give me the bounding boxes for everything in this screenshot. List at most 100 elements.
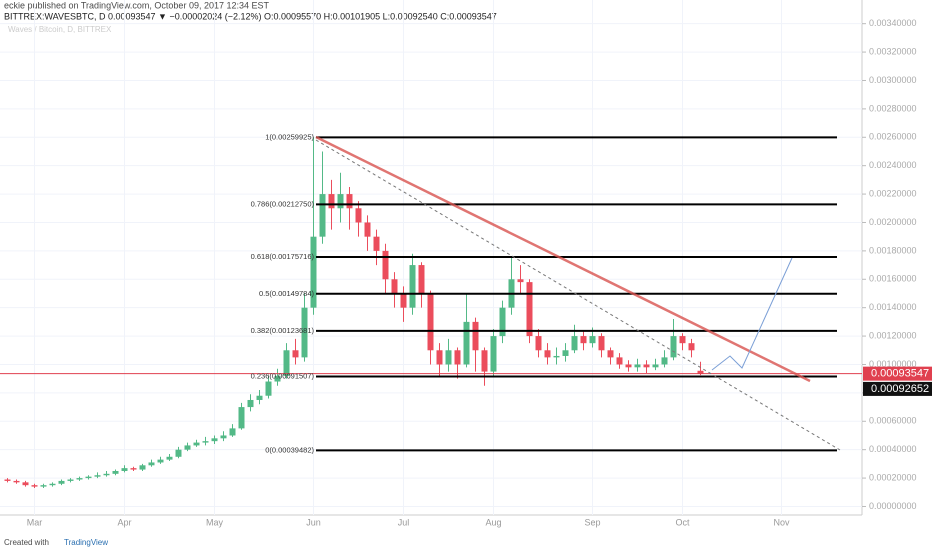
y-tick-label: 0.00260000 bbox=[869, 132, 917, 142]
candle-body bbox=[382, 250, 389, 280]
candle-body bbox=[211, 438, 218, 442]
candle-body bbox=[499, 307, 506, 337]
x-tick-label: Mar bbox=[27, 517, 43, 527]
candle-body bbox=[346, 194, 353, 209]
projection bbox=[711, 257, 793, 371]
candle-body bbox=[454, 350, 461, 365]
fib-label: 0.5(0.00149784) bbox=[259, 289, 315, 298]
x-tick-label: Jul bbox=[398, 517, 410, 527]
candle-body bbox=[220, 435, 227, 439]
y-tick-label: 0.00320000 bbox=[869, 46, 917, 56]
candle-body bbox=[292, 350, 299, 358]
candle-body bbox=[49, 483, 56, 486]
candle-body bbox=[553, 355, 560, 358]
candle-body bbox=[490, 336, 497, 372]
candle-body bbox=[121, 468, 128, 471]
fib-label: 0(0.00039482) bbox=[265, 445, 314, 454]
candle-body bbox=[598, 336, 605, 351]
candle-body bbox=[139, 465, 146, 470]
brand: TradingView bbox=[64, 538, 108, 547]
candle-body bbox=[517, 279, 524, 283]
candle-body bbox=[238, 407, 245, 429]
y-tick-label: 0.00280000 bbox=[869, 103, 917, 113]
y-tick-label: 0.00160000 bbox=[869, 274, 917, 284]
candle-body bbox=[679, 336, 686, 344]
candle-body bbox=[274, 375, 281, 382]
candle-body bbox=[580, 336, 587, 344]
candle-body bbox=[481, 350, 488, 372]
candle-body bbox=[193, 442, 200, 446]
x-tick-label: Oct bbox=[675, 517, 690, 527]
y-tick-label: 0.00040000 bbox=[869, 444, 917, 454]
y-tick-label: 0.00000000 bbox=[869, 501, 917, 511]
candle-body bbox=[418, 265, 425, 294]
candle-body bbox=[328, 194, 335, 209]
candle-body bbox=[112, 470, 119, 474]
candle-body bbox=[526, 282, 533, 337]
candle-body bbox=[571, 336, 578, 351]
candle-body bbox=[319, 194, 326, 237]
candle-body bbox=[607, 350, 614, 358]
candle-body bbox=[175, 449, 182, 457]
x-tick-label: Jun bbox=[306, 517, 321, 527]
candle-body bbox=[85, 476, 92, 479]
candle-body bbox=[103, 473, 110, 476]
candle-body bbox=[535, 336, 542, 351]
candle-body bbox=[373, 236, 380, 251]
candle-body bbox=[688, 343, 695, 351]
y-tick-label: 0.00100000 bbox=[869, 359, 917, 369]
header: eckie published on TradingView.com, Octo… bbox=[4, 0, 270, 10]
fib-label: 0.236(0.00091507) bbox=[251, 372, 315, 381]
y-tick-label: 0.00340000 bbox=[869, 18, 917, 28]
candle-body bbox=[436, 350, 443, 365]
candle-body bbox=[364, 222, 371, 237]
candle-body bbox=[427, 293, 434, 351]
x-tick-label: Aug bbox=[485, 517, 501, 527]
candle-body bbox=[472, 321, 479, 351]
candle-body bbox=[544, 350, 551, 358]
candle-body bbox=[562, 350, 569, 356]
candle-body bbox=[625, 364, 632, 368]
candle-body bbox=[463, 321, 470, 365]
candle-body bbox=[670, 336, 677, 358]
candle-body bbox=[652, 364, 659, 368]
candle-body bbox=[148, 462, 155, 466]
price-tag bbox=[863, 366, 932, 381]
y-tick-label: 0.00200000 bbox=[869, 217, 917, 227]
candle-body bbox=[130, 468, 137, 470]
x-tick-label: Nov bbox=[773, 517, 790, 527]
x-tick-label: May bbox=[206, 517, 224, 527]
fib-label: 0.786(0.00212750) bbox=[251, 199, 315, 208]
y-tick-label: 0.00060000 bbox=[869, 416, 917, 426]
symbol-line: BITTREX:WAVESBTC, D 0.00093547 ▼ −0.0000… bbox=[4, 11, 497, 21]
x-tick-label: Sep bbox=[584, 517, 600, 527]
candle-body bbox=[337, 194, 344, 209]
candle-body bbox=[391, 279, 398, 294]
candle-body bbox=[697, 370, 704, 374]
candle-body bbox=[67, 479, 74, 481]
price-tag-label: 0.00092652 bbox=[871, 383, 929, 395]
candle-body bbox=[22, 482, 29, 486]
candle-body bbox=[409, 265, 416, 308]
candle-body bbox=[184, 445, 191, 450]
fib-label: 0.618(0.00175716) bbox=[251, 252, 315, 261]
candle-body bbox=[589, 336, 596, 344]
candle-body bbox=[247, 399, 254, 408]
candle-body bbox=[283, 350, 290, 376]
y-tick-label: 0.00120000 bbox=[869, 330, 917, 340]
price-tag bbox=[863, 381, 932, 396]
candle-body bbox=[445, 350, 452, 365]
price-tag-label: 0.00093547 bbox=[871, 368, 929, 380]
candle-body bbox=[400, 293, 407, 308]
candle-body bbox=[301, 307, 308, 358]
candle-body bbox=[157, 459, 164, 463]
candle-body bbox=[643, 364, 650, 368]
fib-label: 0.382(0.00123681) bbox=[251, 326, 315, 335]
y-tick-label: 0.00180000 bbox=[869, 245, 917, 255]
candle-body bbox=[256, 395, 263, 400]
y-tick-label: 0.00020000 bbox=[869, 472, 917, 482]
fib-label: 1(0.00259925) bbox=[265, 132, 314, 141]
candle-body bbox=[58, 480, 65, 484]
candle-body bbox=[94, 475, 101, 477]
